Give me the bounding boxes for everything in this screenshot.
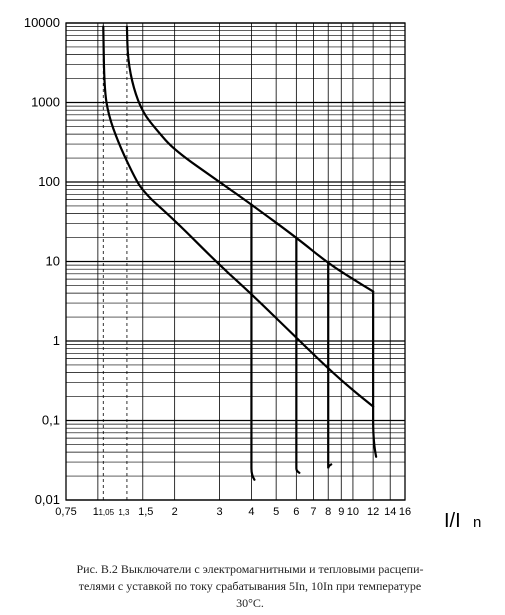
x-tick-label: 14	[384, 506, 396, 518]
x-tick-label: 16	[399, 506, 411, 518]
trip-branch-3	[327, 262, 333, 469]
caption-line-1: Рис. В.2 Выключатели с электромагнитными…	[76, 562, 424, 576]
x-tick-label: 1,3	[118, 508, 130, 517]
y-tick-label: 100	[38, 174, 60, 189]
trip-branch-1	[250, 203, 256, 481]
y-tick-label: 10	[46, 254, 60, 269]
caption-line-3: 30°С.	[236, 596, 264, 610]
trip-characteristic-chart: 10000 1000 100 10 1 0,1 0,01 0,75 1 1,05 1,3 1,5 2 3 4…	[24, 15, 482, 532]
x-tick-label: 2	[172, 506, 178, 518]
trip-branch-2	[295, 236, 301, 474]
x-tick-label: 8	[325, 506, 331, 518]
y-tick-label: 1000	[31, 95, 60, 110]
curve-series-2	[125, 25, 375, 293]
x-tick-label: 12	[367, 506, 379, 518]
x-tick-label: 1	[93, 506, 99, 518]
x-tick-label: 3	[217, 506, 223, 518]
y-tick-label: 0,1	[42, 413, 60, 428]
x-tick-label: 5	[273, 506, 279, 518]
x-tick-label: 7	[310, 506, 316, 518]
trip-branch-4	[372, 290, 378, 458]
curve-series-1	[102, 25, 375, 408]
plot-frame	[65, 22, 406, 501]
x-tick-label: 9	[338, 506, 344, 518]
x-tick-label: 1,05	[98, 508, 114, 517]
y-tick-label: 1	[53, 333, 60, 348]
x-tick-label: 4	[248, 506, 254, 518]
x-tick-label: 1,5	[138, 506, 153, 518]
x-tick-label: 6	[293, 506, 299, 518]
x-axis-title-subscript: n	[473, 514, 481, 531]
caption-line-2: телями с уставкой по току срабатывания 5…	[78, 579, 422, 593]
x-tick-label: 0,75	[55, 506, 76, 518]
y-tick-label: 0,01	[35, 492, 60, 507]
x-axis-title: I/I	[444, 510, 461, 532]
x-tick-label: 10	[347, 506, 359, 518]
y-tick-label: 10000	[24, 15, 60, 30]
figure-caption: Рис. В.2 Выключатели с электромагнитными…	[30, 561, 470, 612]
